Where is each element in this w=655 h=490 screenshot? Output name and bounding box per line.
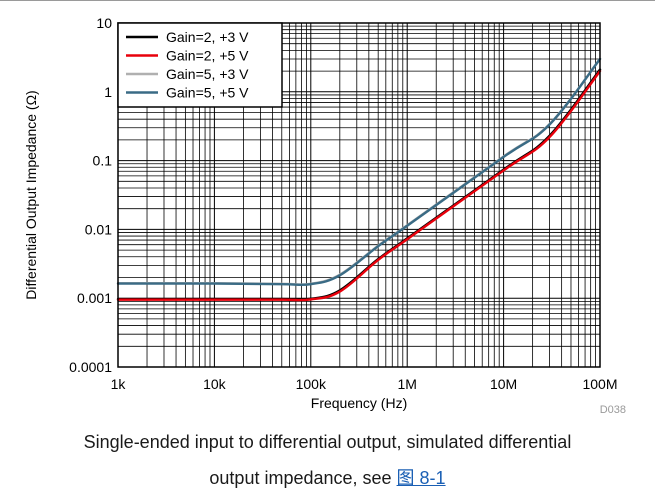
y-tick-label: 1	[104, 84, 112, 100]
legend-label: Gain=5, +3 V	[166, 66, 249, 82]
plot-frame	[117, 22, 601, 368]
figure-id: D038	[600, 404, 626, 416]
x-tick-label: 1k	[111, 376, 127, 392]
x-tick-label: 100M	[582, 376, 617, 392]
caption-line-2-text: output impedance, see	[209, 468, 397, 488]
y-axis-label: Differential Output Impedance (Ω)	[23, 90, 39, 299]
x-tick-label: 10M	[490, 376, 517, 392]
y-tick-label: 10	[96, 15, 112, 31]
x-tick-label: 1M	[397, 376, 416, 392]
legend: Gain=2, +3 V Gain=2, +5 V Gain=5, +3 V Gain…	[117, 22, 283, 108]
impedance-chart: 0.0001 0.001 0.01 0.1 1 10 1k 10k 100k 1M 10M 100M…	[23, 15, 626, 416]
top-rule	[0, 0, 655, 1]
y-tick-label: 0.001	[77, 290, 112, 306]
series-layer	[116, 57, 602, 302]
legend-label: Gain=2, +3 V	[166, 29, 249, 45]
x-tick-label: 10k	[203, 376, 227, 392]
figure-reference-link[interactable]: 图 8-1	[396, 468, 446, 488]
major-grid	[117, 23, 600, 368]
y-tick-labels: 0.0001 0.001 0.01 0.1 1 10	[69, 15, 112, 375]
legend-label: Gain=2, +5 V	[166, 48, 249, 64]
series-line	[116, 69, 602, 302]
x-tick-label: 100k	[296, 376, 327, 392]
y-tick-label: 0.01	[85, 221, 112, 237]
x-tick-labels: 1k 10k 100k 1M 10M 100M	[111, 376, 618, 392]
x-axis-label: Frequency (Hz)	[311, 395, 407, 411]
y-tick-label: 0.1	[93, 153, 113, 169]
caption-line-1: Single-ended input to differential outpu…	[83, 432, 572, 452]
caption-line-2: output impedance, see 图 8-1	[0, 464, 655, 490]
legend-label: Gain=5, +5 V	[166, 85, 249, 101]
y-tick-label: 0.0001	[69, 359, 112, 375]
series-line	[116, 57, 602, 287]
